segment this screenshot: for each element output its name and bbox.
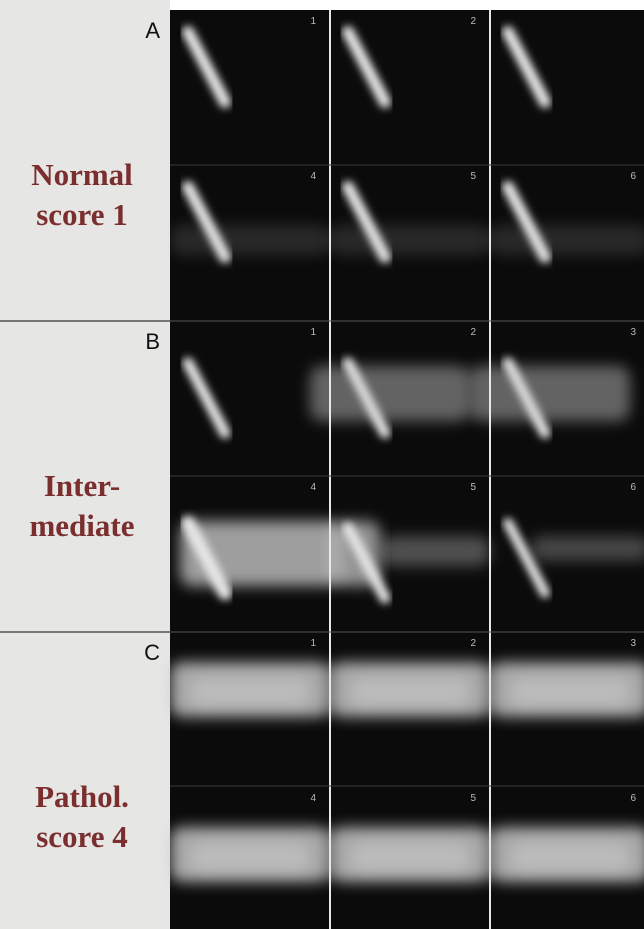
label-column <box>0 0 170 929</box>
flow-band <box>490 225 644 255</box>
labels: 1 2 4 5 6 A Normal score 1 1 2 3 4 5 6 B Inter-mediate 1… <box>29 16 636 854</box>
frame-number: 6 <box>630 482 636 493</box>
panel-letter: B <box>145 329 160 354</box>
frame-number: 3 <box>630 327 636 338</box>
frame-number: 5 <box>470 171 476 182</box>
flow-streak <box>181 516 232 600</box>
frame-grid <box>0 10 644 929</box>
frame-number: 4 <box>310 171 316 182</box>
frame-number: 5 <box>470 482 476 493</box>
image-area <box>170 10 644 929</box>
flow-band <box>470 366 630 421</box>
frame-number: 1 <box>310 16 316 27</box>
frame-number: 1 <box>310 327 316 338</box>
flow-streak <box>503 518 550 598</box>
flow-band <box>530 536 644 561</box>
flow-streak <box>182 26 231 108</box>
panel-label: mediate <box>29 508 134 543</box>
frame-number: 1 <box>310 638 316 649</box>
flow-streak <box>342 522 391 604</box>
frame-number: 2 <box>470 16 476 27</box>
flow-band <box>380 536 490 566</box>
doppler-images <box>170 26 644 882</box>
frame-number: 2 <box>470 327 476 338</box>
flow-band <box>350 842 470 872</box>
panel-label: score 1 <box>36 197 128 232</box>
flow-band <box>510 842 630 872</box>
panel-letter: C <box>144 640 160 665</box>
frame-number: 5 <box>470 793 476 804</box>
panel-letter: A <box>145 18 160 43</box>
frame-number: 2 <box>470 638 476 649</box>
flow-band <box>510 677 630 707</box>
flow-band <box>190 842 310 872</box>
flow-band <box>170 225 330 255</box>
flow-band <box>330 225 490 255</box>
frame-number: 4 <box>310 793 316 804</box>
panel-label: score 4 <box>36 819 128 854</box>
flow-streak <box>502 26 551 108</box>
panel-label: Normal <box>31 157 133 192</box>
flow-band <box>310 366 470 421</box>
panel-label: Inter- <box>44 468 120 503</box>
frame-number: 4 <box>310 482 316 493</box>
flow-streak <box>342 26 391 108</box>
flow-band <box>350 677 470 707</box>
frame-number: 6 <box>630 171 636 182</box>
panel-label: Pathol. <box>35 779 129 814</box>
frame-number: 3 <box>630 638 636 649</box>
flow-streak <box>182 357 231 439</box>
flow-band <box>190 677 310 707</box>
frame-number: 6 <box>630 793 636 804</box>
